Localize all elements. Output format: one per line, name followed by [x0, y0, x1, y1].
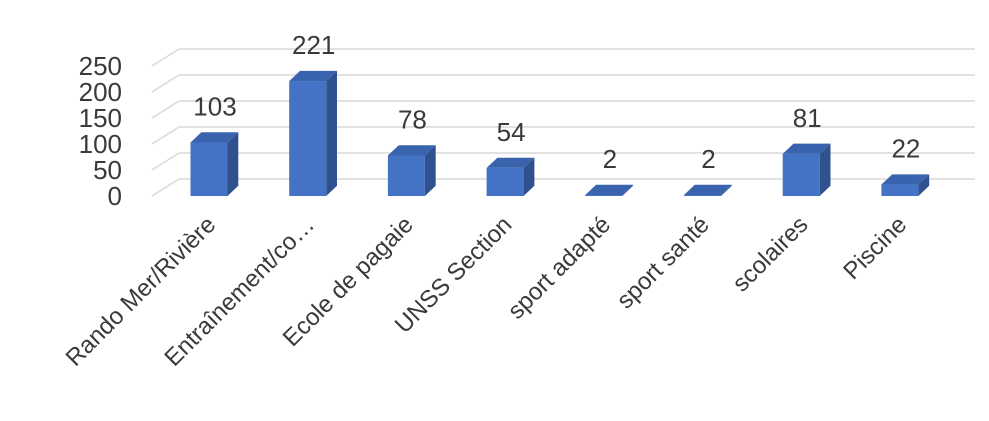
bar-5	[585, 184, 634, 196]
bar-8	[881, 174, 930, 196]
y-tick-label: 0	[108, 181, 122, 211]
bar-2	[289, 70, 337, 196]
category-label: Piscine	[838, 211, 912, 285]
bar-front-face	[190, 142, 228, 196]
gridline-diagonal-150	[151, 100, 180, 119]
data-label: 103	[193, 91, 236, 121]
bar-front-face	[881, 184, 919, 196]
bar-top-face	[289, 70, 337, 82]
y-tick-label: 200	[79, 77, 122, 107]
gridline-diagonal-0	[151, 178, 180, 197]
bar-front-face	[387, 155, 425, 196]
bar-side-face	[918, 174, 930, 196]
bar-side-face	[819, 143, 831, 196]
gridline-diagonal-200	[151, 74, 180, 93]
bar-front-face	[486, 167, 524, 196]
data-label: 2	[603, 144, 617, 174]
bar-side-face	[622, 184, 634, 196]
category-label: scolaires	[727, 211, 813, 297]
bar-top-face	[486, 157, 535, 168]
bar-side-face	[523, 157, 535, 196]
y-tick-label: 150	[79, 103, 122, 133]
bar-top-face	[387, 145, 436, 156]
bar-4	[486, 157, 535, 196]
bar-side-face	[424, 145, 436, 196]
bar-6	[684, 184, 732, 196]
grid-lines	[151, 48, 975, 197]
data-label: 22	[891, 134, 920, 164]
bar-front-face	[585, 194, 623, 196]
bar-1	[190, 132, 239, 196]
gridline-diagonal-250	[151, 48, 180, 67]
bar-top-face	[881, 174, 930, 185]
y-tick-label: 100	[79, 129, 122, 159]
bar-3	[387, 145, 436, 196]
bar-front-face	[289, 81, 327, 196]
gridline-diagonal-100	[151, 126, 180, 145]
bar-front-face	[684, 194, 721, 196]
bar-side-face	[326, 70, 337, 196]
bars	[190, 70, 930, 196]
bar-top-face	[190, 132, 239, 143]
data-label: 78	[398, 104, 427, 134]
bar-side-face	[721, 184, 732, 196]
category-label: sport santé	[612, 211, 715, 314]
y-tick-label: 50	[93, 155, 122, 185]
data-label: 54	[497, 117, 526, 147]
bar-7	[782, 143, 831, 196]
data-label: 2	[701, 144, 715, 174]
bar-top-face	[585, 184, 634, 195]
bar-top-face	[684, 184, 732, 195]
bar-front-face	[782, 153, 820, 196]
category-label: sport adapté	[503, 211, 616, 324]
gridline-diagonal-50	[151, 152, 180, 171]
data-label: 221	[292, 30, 335, 60]
bar-side-face	[227, 132, 239, 196]
bar-top-face	[782, 143, 831, 154]
y-tick-label: 250	[79, 51, 122, 81]
data-label: 81	[793, 103, 822, 133]
